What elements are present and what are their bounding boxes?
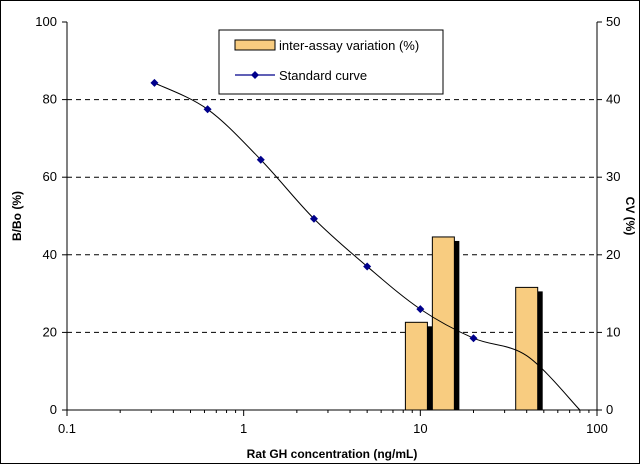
y-tick-label-40: 40 bbox=[43, 247, 57, 262]
y2-tick-label-0: 0 bbox=[606, 402, 613, 417]
legend-bar-swatch bbox=[234, 39, 276, 51]
curve-point-6 bbox=[469, 334, 478, 343]
curve-point-3 bbox=[309, 214, 318, 223]
y2-tick-label-30: 30 bbox=[606, 169, 620, 184]
curve-point-5 bbox=[416, 305, 425, 314]
x-tick-label-0.1: 0.1 bbox=[58, 421, 76, 436]
curve-point-4 bbox=[363, 262, 372, 271]
y-tick-label-0: 0 bbox=[50, 402, 57, 417]
tick-labels: 0 20 40 60 80 100 0 10 20 30 40 50 0.1 1 10 100 bbox=[35, 14, 620, 436]
gridlines bbox=[67, 99, 597, 333]
y-axis-title: B/Bo (%) bbox=[10, 191, 24, 241]
y2-tick-label-10: 10 bbox=[606, 324, 620, 339]
x-tick-label-10: 10 bbox=[413, 421, 427, 436]
y-tick-label-20: 20 bbox=[43, 324, 57, 339]
curve-point-1 bbox=[203, 105, 212, 114]
y2-axis-title: CV (%) bbox=[623, 197, 637, 236]
x-tick-label-100: 100 bbox=[586, 421, 608, 436]
axes bbox=[62, 21, 602, 416]
y-tick-label-60: 60 bbox=[43, 169, 57, 184]
x-tick-label-1: 1 bbox=[240, 421, 247, 436]
y2-tick-label-40: 40 bbox=[606, 92, 620, 107]
x-axis-title: Rat GH concentration (ng/mL) bbox=[247, 447, 418, 461]
curve-point-2 bbox=[256, 155, 265, 164]
bar-0 bbox=[404, 321, 428, 411]
y2-tick-label-20: 20 bbox=[606, 247, 620, 262]
line-series bbox=[150, 78, 581, 411]
bar-2 bbox=[515, 286, 539, 411]
y-tick-label-80: 80 bbox=[43, 92, 57, 107]
legend-line-label: Standard curve bbox=[279, 68, 367, 83]
y-tick-label-100: 100 bbox=[35, 14, 57, 29]
legend: inter-assay variation (%) Standard curve bbox=[218, 29, 444, 95]
legend-line-marker bbox=[251, 71, 259, 79]
curve-point-0 bbox=[150, 78, 159, 87]
y2-tick-label-50: 50 bbox=[606, 14, 620, 29]
legend-bar-label: inter-assay variation (%) bbox=[279, 38, 419, 53]
